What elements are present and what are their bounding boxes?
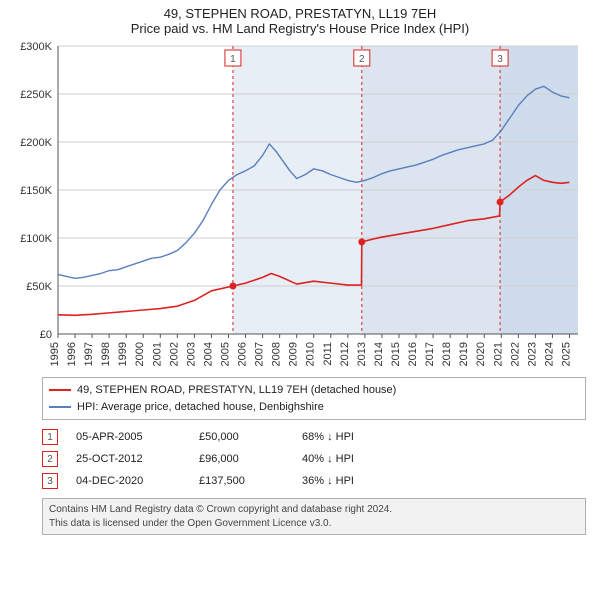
svg-text:1997: 1997 [83, 342, 95, 366]
svg-text:1999: 1999 [117, 342, 129, 366]
svg-text:2008: 2008 [271, 342, 283, 366]
svg-text:2003: 2003 [185, 342, 197, 366]
svg-text:£200K: £200K [20, 137, 52, 149]
svg-text:2020: 2020 [475, 342, 487, 366]
svg-text:£50K: £50K [26, 281, 52, 293]
svg-text:2: 2 [359, 54, 365, 65]
event-date: 05-APR-2005 [76, 431, 181, 443]
svg-text:£100K: £100K [20, 233, 52, 245]
svg-text:1: 1 [230, 54, 236, 65]
footer-line2: This data is licensed under the Open Gov… [49, 517, 579, 531]
svg-text:2013: 2013 [356, 342, 368, 366]
svg-text:2000: 2000 [134, 342, 146, 366]
footer-line1: Contains HM Land Registry data © Crown c… [49, 503, 579, 517]
legend-label: HPI: Average price, detached house, Denb… [77, 399, 324, 416]
svg-text:2025: 2025 [560, 342, 572, 366]
svg-text:2023: 2023 [526, 342, 538, 366]
event-price: £50,000 [199, 431, 284, 443]
svg-text:2007: 2007 [254, 342, 266, 366]
attribution-footer: Contains HM Land Registry data © Crown c… [42, 498, 586, 535]
chart-title-line1: 49, STEPHEN ROAD, PRESTATYN, LL19 7EH [10, 6, 590, 21]
legend-row: HPI: Average price, detached house, Denb… [49, 399, 579, 416]
event-price: £137,500 [199, 475, 284, 487]
event-marker: 3 [42, 473, 58, 489]
svg-text:2019: 2019 [458, 342, 470, 366]
svg-text:£300K: £300K [20, 41, 52, 53]
legend-swatch [49, 406, 71, 408]
svg-text:2017: 2017 [424, 342, 436, 366]
svg-text:1996: 1996 [66, 342, 78, 366]
svg-text:£250K: £250K [20, 89, 52, 101]
svg-text:2021: 2021 [492, 342, 504, 366]
svg-text:2018: 2018 [441, 342, 453, 366]
svg-text:2015: 2015 [390, 342, 402, 366]
events-list: 1 05-APR-2005 £50,000 68% ↓ HPI 2 25-OCT-2012… [42, 426, 572, 492]
svg-text:1995: 1995 [49, 342, 61, 366]
svg-text:£150K: £150K [20, 185, 52, 197]
svg-text:2024: 2024 [543, 342, 555, 366]
event-date: 04-DEC-2020 [76, 475, 181, 487]
legend: 49, STEPHEN ROAD, PRESTATYN, LL19 7EH (d… [42, 377, 586, 420]
legend-swatch [49, 389, 71, 391]
event-price: £96,000 [199, 453, 284, 465]
svg-text:2011: 2011 [322, 342, 334, 366]
legend-row: 49, STEPHEN ROAD, PRESTATYN, LL19 7EH (d… [49, 382, 579, 399]
event-hpi-diff: 68% ↓ HPI [302, 431, 354, 443]
event-marker: 1 [42, 429, 58, 445]
svg-text:2016: 2016 [407, 342, 419, 366]
svg-text:2014: 2014 [373, 342, 385, 366]
svg-text:1998: 1998 [100, 342, 112, 366]
chart-title-line2: Price paid vs. HM Land Registry's House … [10, 21, 590, 36]
chart-container: 49, STEPHEN ROAD, PRESTATYN, LL19 7EH Pr… [0, 0, 600, 535]
svg-text:2004: 2004 [202, 342, 214, 366]
event-hpi-diff: 36% ↓ HPI [302, 475, 354, 487]
event-row: 3 04-DEC-2020 £137,500 36% ↓ HPI [42, 470, 572, 492]
event-marker: 2 [42, 451, 58, 467]
price-chart: £0 £50K £100K £150K £200K £250K £300K 1995 1996 1… [10, 38, 590, 373]
event-date: 25-OCT-2012 [76, 453, 181, 465]
svg-text:2010: 2010 [305, 342, 317, 366]
event-row: 2 25-OCT-2012 £96,000 40% ↓ HPI [42, 448, 572, 470]
svg-text:£0: £0 [40, 329, 52, 341]
svg-text:2005: 2005 [219, 342, 231, 366]
svg-text:2006: 2006 [237, 342, 249, 366]
event-row: 1 05-APR-2005 £50,000 68% ↓ HPI [42, 426, 572, 448]
svg-text:3: 3 [497, 54, 503, 65]
svg-text:2012: 2012 [339, 342, 351, 366]
event-hpi-diff: 40% ↓ HPI [302, 453, 354, 465]
legend-label: 49, STEPHEN ROAD, PRESTATYN, LL19 7EH (d… [77, 382, 396, 399]
svg-text:2001: 2001 [151, 342, 163, 366]
svg-text:2002: 2002 [168, 342, 180, 366]
svg-text:2022: 2022 [509, 342, 521, 366]
svg-text:2009: 2009 [288, 342, 300, 366]
